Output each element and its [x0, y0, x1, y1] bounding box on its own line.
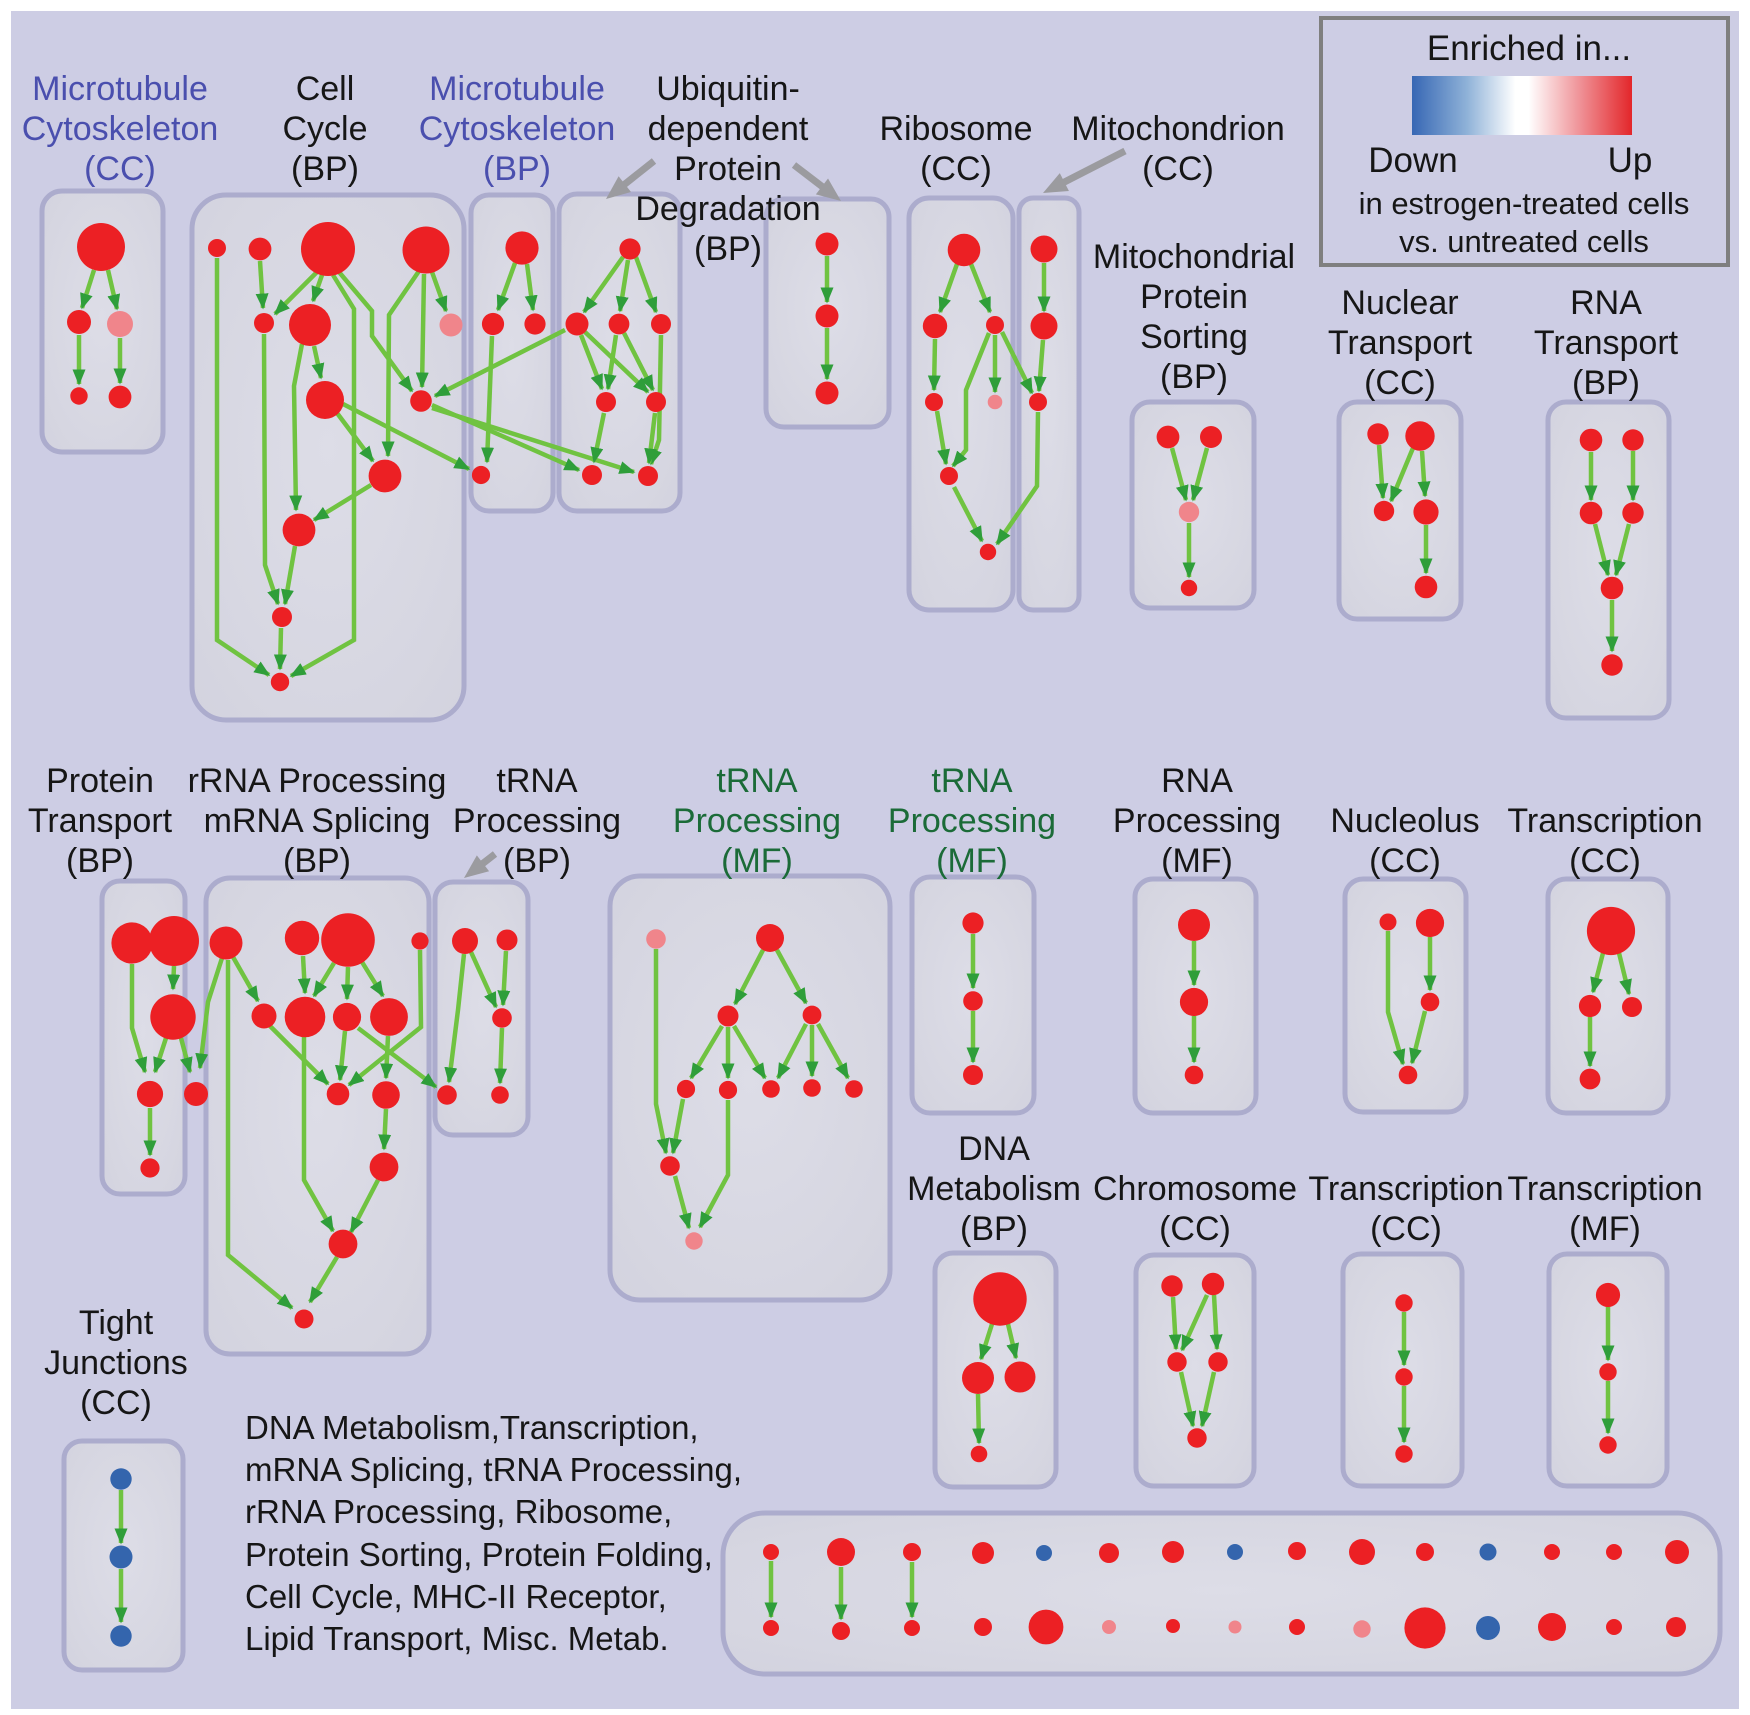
svg-text:Microtubule: Microtubule: [32, 70, 208, 108]
svg-text:RNA: RNA: [1161, 762, 1233, 800]
svg-text:tRNA: tRNA: [931, 762, 1013, 800]
svg-text:(BP): (BP): [1160, 358, 1228, 396]
svg-text:Protein: Protein: [46, 762, 154, 800]
svg-text:Cell: Cell: [296, 70, 355, 108]
svg-text:(MF): (MF): [936, 842, 1008, 880]
svg-text:(CC): (CC): [1370, 1210, 1442, 1248]
svg-text:Down: Down: [1368, 141, 1457, 180]
svg-text:dependent: dependent: [648, 110, 809, 148]
svg-text:(BP): (BP): [503, 842, 571, 880]
svg-text:(CC): (CC): [80, 1384, 152, 1422]
svg-text:(BP): (BP): [66, 842, 134, 880]
svg-text:(BP): (BP): [1572, 364, 1640, 402]
svg-text:Transcription: Transcription: [1507, 802, 1702, 840]
svg-text:(MF): (MF): [1161, 842, 1233, 880]
svg-text:RNA: RNA: [1570, 284, 1642, 322]
svg-text:Mitochondrion: Mitochondrion: [1071, 110, 1285, 148]
svg-text:Junctions: Junctions: [44, 1344, 188, 1382]
svg-text:(BP): (BP): [960, 1210, 1028, 1248]
svg-text:Enriched in...: Enriched in...: [1427, 29, 1631, 68]
svg-text:(BP): (BP): [483, 150, 551, 188]
svg-text:Lipid Transport, Misc. Metab.: Lipid Transport, Misc. Metab.: [245, 1620, 669, 1657]
svg-text:(BP): (BP): [291, 150, 359, 188]
svg-text:Cycle: Cycle: [282, 110, 367, 148]
svg-text:Degradation: Degradation: [635, 190, 820, 228]
svg-text:(MF): (MF): [1569, 1210, 1641, 1248]
svg-text:Protein: Protein: [1140, 278, 1248, 316]
svg-text:Transport: Transport: [1328, 324, 1473, 362]
svg-text:Tight: Tight: [79, 1304, 154, 1342]
svg-text:(CC): (CC): [1364, 364, 1436, 402]
svg-text:Microtubule: Microtubule: [429, 70, 605, 108]
svg-text:Cytoskeleton: Cytoskeleton: [22, 110, 219, 148]
svg-text:Transcription: Transcription: [1507, 1170, 1702, 1208]
svg-text:Processing: Processing: [673, 802, 841, 840]
svg-text:Ubiquitin-: Ubiquitin-: [656, 70, 800, 108]
svg-text:Ribosome: Ribosome: [879, 110, 1032, 148]
svg-text:rRNA Processing: rRNA Processing: [188, 762, 447, 800]
svg-text:mRNA Splicing, tRNA Processing: mRNA Splicing, tRNA Processing,: [245, 1451, 742, 1488]
svg-text:(BP): (BP): [694, 230, 762, 268]
svg-text:Protein: Protein: [674, 150, 782, 188]
svg-text:Nucleolus: Nucleolus: [1330, 802, 1479, 840]
svg-text:rRNA Processing, Ribosome,: rRNA Processing, Ribosome,: [245, 1493, 672, 1530]
svg-text:tRNA: tRNA: [716, 762, 798, 800]
svg-text:Metabolism: Metabolism: [907, 1170, 1081, 1208]
svg-text:(CC): (CC): [1569, 842, 1641, 880]
svg-text:(CC): (CC): [1142, 150, 1214, 188]
svg-text:Processing: Processing: [453, 802, 621, 840]
svg-text:Processing: Processing: [1113, 802, 1281, 840]
svg-text:Up: Up: [1608, 141, 1653, 180]
svg-text:DNA Metabolism,Transcription,: DNA Metabolism,Transcription,: [245, 1409, 699, 1446]
svg-text:Mitochondrial: Mitochondrial: [1093, 238, 1295, 276]
svg-text:(CC): (CC): [1159, 1210, 1231, 1248]
svg-text:(CC): (CC): [84, 150, 156, 188]
svg-text:mRNA Splicing: mRNA Splicing: [204, 802, 431, 840]
svg-text:Cell Cycle, MHC-II Receptor,: Cell Cycle, MHC-II Receptor,: [245, 1578, 667, 1615]
svg-text:Transport: Transport: [28, 802, 173, 840]
svg-text:(MF): (MF): [721, 842, 793, 880]
svg-text:Chromosome: Chromosome: [1093, 1170, 1297, 1208]
svg-text:Sorting: Sorting: [1140, 318, 1248, 356]
svg-text:(CC): (CC): [1369, 842, 1441, 880]
svg-text:tRNA: tRNA: [496, 762, 578, 800]
svg-text:vs. untreated cells: vs. untreated cells: [1399, 224, 1649, 259]
svg-text:in estrogen-treated cells: in estrogen-treated cells: [1359, 186, 1690, 221]
svg-text:(BP): (BP): [283, 842, 351, 880]
svg-text:Cytoskeleton: Cytoskeleton: [419, 110, 616, 148]
svg-text:Transcription: Transcription: [1308, 1170, 1503, 1208]
svg-text:Protein Sorting, Protein Foldi: Protein Sorting, Protein Folding,: [245, 1536, 713, 1573]
svg-text:DNA: DNA: [958, 1130, 1030, 1168]
svg-text:Nuclear: Nuclear: [1341, 284, 1458, 322]
svg-text:Transport: Transport: [1534, 324, 1679, 362]
svg-text:Processing: Processing: [888, 802, 1056, 840]
svg-text:(CC): (CC): [920, 150, 992, 188]
